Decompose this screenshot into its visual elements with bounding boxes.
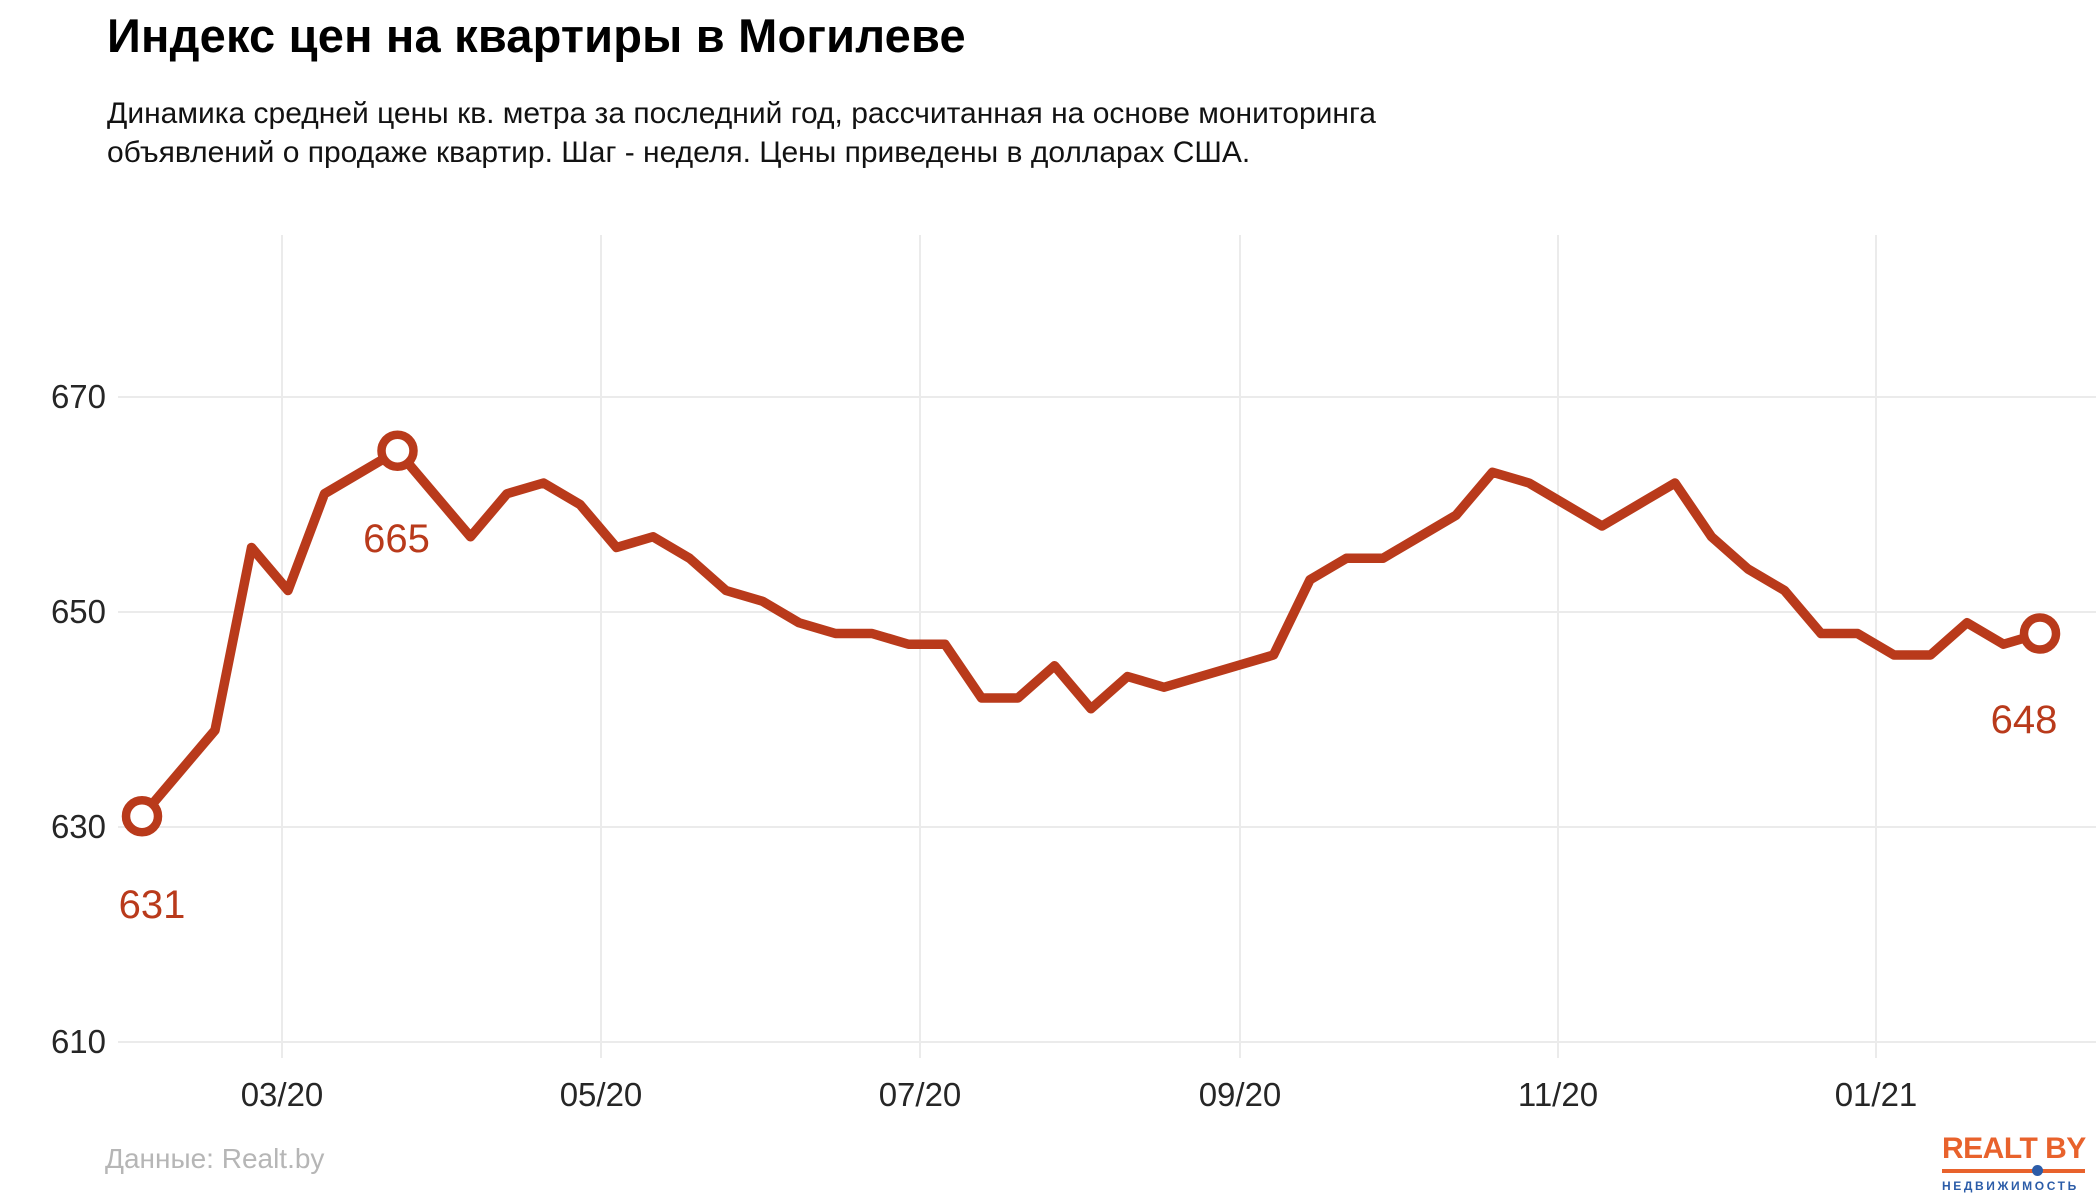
- realt-by-logo[interactable]: REALT BY НЕДВИЖИМОСТЬ: [1942, 1132, 2086, 1193]
- x-tick-label: 05/20: [559, 1076, 643, 1113]
- chart-title: Индекс цен на квартиры в Могилеве: [107, 9, 966, 62]
- x-tick-label: 03/20: [240, 1076, 324, 1113]
- x-tick-label: 11/20: [1517, 1076, 1599, 1113]
- realt-by-logo-underline: [1942, 1165, 2085, 1176]
- realt-by-logo-tagline: НЕДВИЖИМОСТЬ: [1942, 1179, 2079, 1193]
- value-label-648: 648: [1990, 697, 2058, 742]
- y-tick-label: 670: [50, 378, 106, 415]
- value-label-631: 631: [118, 883, 186, 928]
- realt-by-logo-wordmark: REALT BY: [1942, 1132, 2086, 1165]
- point-marker: [2019, 613, 2061, 654]
- chart-subtitle-line1: Динамика средней цены кв. метра за после…: [107, 97, 1376, 130]
- x-tick-label: 07/20: [878, 1076, 962, 1113]
- y-tick-label: 650: [50, 593, 106, 630]
- price-line: [137, 446, 2045, 821]
- x-tick-label: 09/20: [1198, 1076, 1282, 1113]
- x-tick-label: 01/21: [1834, 1076, 1918, 1113]
- value-label-665: 665: [363, 516, 430, 561]
- point-marker: [121, 796, 163, 837]
- data-source-note: Данные: Realt.by: [105, 1143, 325, 1174]
- realt-by-logo-dot-icon: [2032, 1165, 2044, 1176]
- point-marker: [377, 430, 418, 471]
- y-tick-label: 610: [50, 1023, 106, 1060]
- y-tick-label: 630: [50, 808, 106, 845]
- chart-subtitle-line2: объявлений о продаже квартир. Шаг - неде…: [107, 136, 1251, 169]
